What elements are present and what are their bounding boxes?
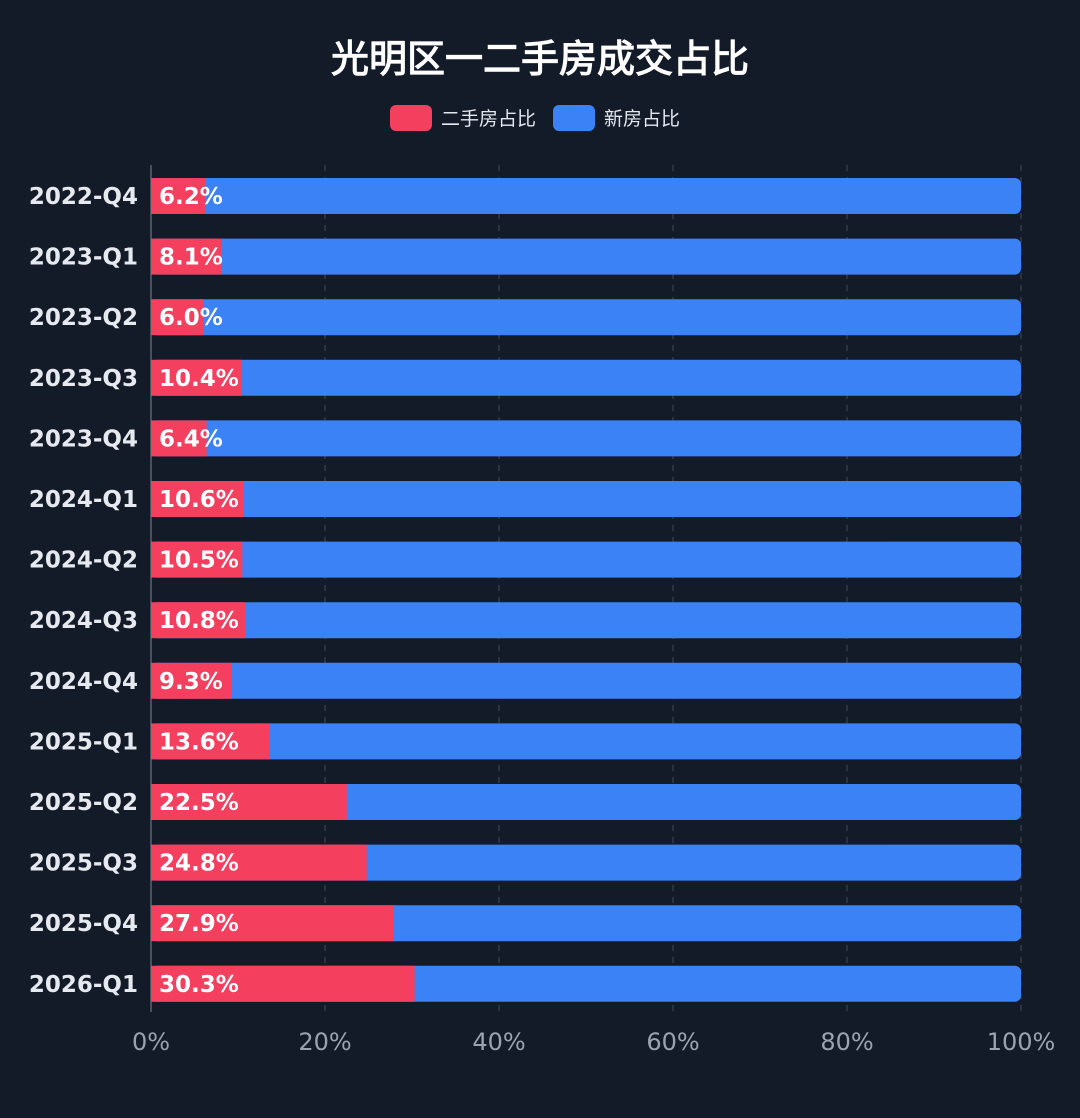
data-label: 6.2% [159, 184, 223, 210]
bar-new-house[interactable] [151, 420, 1021, 457]
data-label: 10.8% [159, 608, 239, 634]
category-label: 2024-Q2 [29, 548, 138, 574]
bar-new-house[interactable] [151, 238, 1021, 275]
bar-second-hand[interactable] [151, 420, 207, 457]
category-label: 2024-Q4 [29, 669, 138, 695]
x-tick-label: 20% [298, 1028, 351, 1056]
bar-second-hand[interactable] [151, 359, 242, 396]
bar-second-hand[interactable] [151, 481, 244, 517]
bar-second-hand[interactable] [151, 965, 415, 1002]
data-label: 22.5% [159, 790, 239, 816]
bar-new-house[interactable] [151, 299, 1021, 336]
category-label: 2025-Q1 [29, 729, 138, 755]
category-label: 2025-Q4 [29, 911, 138, 937]
bar-second-hand[interactable] [151, 662, 232, 699]
category-label: 2022-Q4 [29, 184, 138, 210]
category-labels: 2022-Q4 2023-Q1 2023-Q2 2023-Q3 2023-Q4 2024-… [29, 184, 138, 998]
bar-new-house[interactable] [151, 602, 1021, 639]
bar-new-house[interactable] [151, 784, 1021, 820]
bar-new-house[interactable] [151, 662, 1021, 699]
category-label: 2024-Q1 [29, 487, 138, 513]
bar-new-house[interactable] [151, 481, 1021, 517]
x-tick-label: 60% [646, 1028, 699, 1056]
category-label: 2023-Q3 [29, 366, 138, 392]
legend-swatch-new-house [553, 105, 595, 131]
bar-second-hand[interactable] [151, 784, 347, 820]
data-label: 13.6% [159, 729, 239, 755]
x-tick-label: 80% [820, 1028, 873, 1056]
category-label: 2023-Q2 [29, 305, 138, 331]
data-label: 10.6% [159, 487, 239, 513]
category-label: 2024-Q3 [29, 608, 138, 634]
bar-second-hand[interactable] [151, 541, 243, 578]
data-label: 8.1% [159, 245, 223, 271]
bar-second-hand[interactable] [151, 844, 367, 881]
bar-second-hand[interactable] [151, 299, 204, 336]
data-label: 24.8% [159, 851, 239, 877]
category-label: 2025-Q2 [29, 790, 138, 816]
legend: 二手房占比 新房占比 [390, 105, 680, 131]
x-tick-labels: 0% 20% 40% 60% 80% 100% [132, 1028, 1055, 1056]
bar-new-house[interactable] [151, 178, 1021, 214]
category-label: 2023-Q4 [29, 426, 138, 452]
bars: 6.2% 8.1% 6.0% 10.4% 6.4% 10.6% 10.5% 10.8% 9.3%… [151, 178, 1021, 1002]
legend-label-second-hand: 二手房占比 [441, 108, 536, 130]
category-label: 2026-Q1 [29, 972, 138, 998]
category-label: 2025-Q3 [29, 851, 138, 877]
bar-second-hand[interactable] [151, 723, 270, 760]
bar-new-house[interactable] [151, 723, 1021, 760]
bar-second-hand[interactable] [151, 238, 222, 275]
data-label: 27.9% [159, 911, 239, 937]
bar-new-house[interactable] [151, 844, 1021, 881]
data-label: 30.3% [159, 972, 239, 998]
x-tick-label: 100% [987, 1028, 1056, 1056]
grid-lines [324, 165, 1022, 1012]
data-label: 10.5% [159, 548, 239, 574]
bar-second-hand[interactable] [151, 905, 394, 942]
legend-item-second-hand[interactable]: 二手房占比 [390, 105, 536, 131]
bar-new-house[interactable] [151, 541, 1021, 578]
data-label: 6.4% [159, 426, 223, 452]
legend-swatch-second-hand [390, 105, 432, 131]
data-label: 9.3% [159, 669, 223, 695]
legend-item-new-house[interactable]: 新房占比 [553, 105, 680, 131]
data-label: 10.4% [159, 366, 239, 392]
data-label: 6.0% [159, 305, 223, 331]
bar-second-hand[interactable] [151, 602, 245, 639]
x-tick-label: 40% [472, 1028, 525, 1056]
category-label: 2023-Q1 [29, 245, 138, 271]
bar-second-hand[interactable] [151, 178, 205, 214]
legend-label-new-house: 新房占比 [604, 108, 680, 130]
x-tick-label: 0% [132, 1028, 170, 1056]
bar-new-house[interactable] [151, 359, 1021, 396]
chart-title: 光明区一二手房成交占比 [331, 37, 749, 81]
